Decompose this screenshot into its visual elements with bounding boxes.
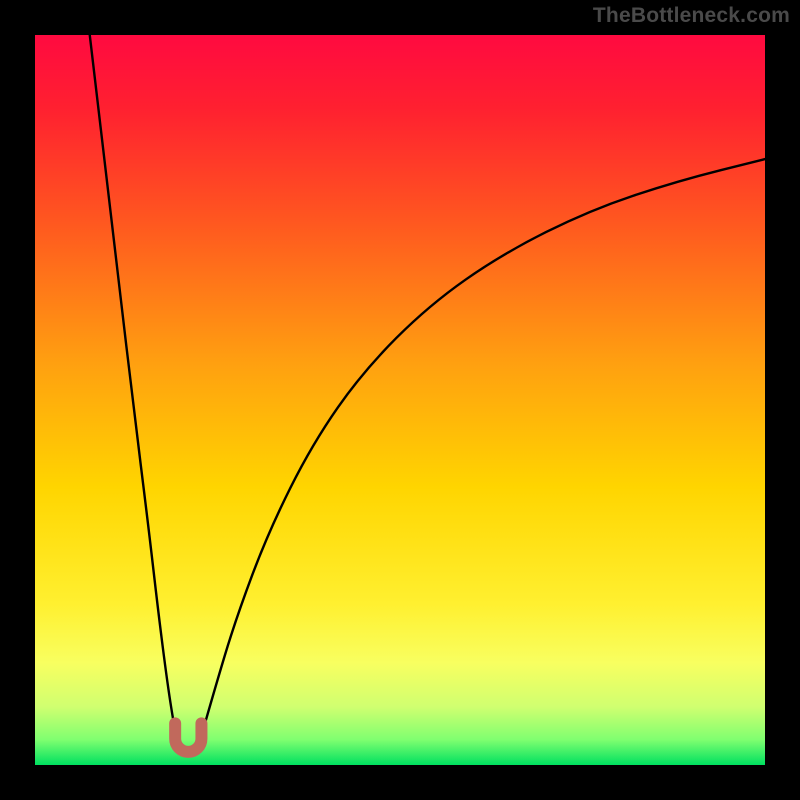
chart-container: TheBottleneck.com xyxy=(0,0,800,800)
bottleneck-chart xyxy=(0,0,800,800)
chart-gradient-background xyxy=(35,35,765,765)
watermark-text: TheBottleneck.com xyxy=(593,4,790,28)
